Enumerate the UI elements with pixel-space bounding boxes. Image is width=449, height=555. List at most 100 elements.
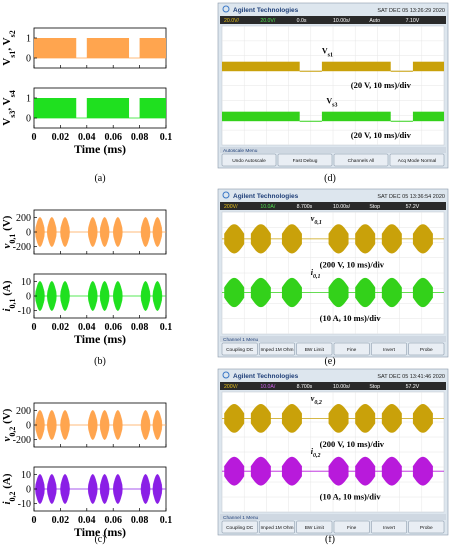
softkey-frame: [408, 520, 445, 534]
subplot-0-1: 0 1 Vs3, Vs4: [1, 87, 167, 129]
ytick-label: -200: [13, 435, 31, 446]
scope-trace1-label: Vs1: [322, 47, 333, 59]
ylabel-subscript: 0,2: [8, 427, 17, 437]
scope-trace1-burst: [224, 404, 245, 433]
xtick-label: 0.04: [78, 132, 96, 143]
ylabel-part: (A): [1, 280, 13, 298]
scope-trace2-burst: [224, 277, 245, 308]
scope-status-value: 10.00s/: [333, 204, 351, 210]
softkey-frame: [333, 520, 370, 534]
ylabel-subscript: s1: [8, 51, 17, 58]
scope-menu-title-bar: [220, 514, 446, 520]
softkey-label: Channels All: [348, 158, 375, 164]
scope-status-value: 10.00s/: [333, 384, 351, 390]
ylabel: v0,2 (V): [1, 408, 17, 441]
scope-trace1-burst: [328, 224, 349, 254]
softkey-frame: [371, 520, 407, 534]
scope-menu-title: Channel 1 Menu: [223, 337, 259, 343]
burst-envelope: [35, 281, 45, 311]
ylabel-text: v0,1 (V): [1, 215, 17, 248]
burst-envelope: [99, 410, 110, 440]
xtick-label: 0: [32, 132, 37, 143]
burst-envelope: [87, 217, 98, 247]
scope-softkey-5[interactable]: Probe: [408, 342, 445, 356]
ytick-label: -10: [18, 306, 31, 317]
scope-trace2-burst: [355, 456, 376, 486]
trace2-sub: s3: [332, 103, 337, 109]
softkey-frame: [221, 153, 277, 167]
scope-status-value: 200V/: [224, 204, 238, 210]
burst-envelope: [140, 217, 151, 247]
burst-envelope: [35, 474, 45, 504]
ylabel-part: (A): [1, 473, 13, 491]
burst-envelope: [112, 281, 123, 311]
scope-status-value: 10.0A/: [260, 384, 276, 390]
xtick-label: 0.08: [131, 322, 149, 333]
ylabel: Vs3, Vs4: [1, 90, 17, 125]
ylabel-part: i: [1, 308, 13, 312]
scope-softkey-5[interactable]: Probe: [408, 520, 445, 534]
scope-status-value: 7.10V: [406, 18, 420, 24]
ylabel-text: i0,2 (A): [1, 473, 17, 504]
trace2-sub: 0,1: [313, 274, 321, 280]
scope-softkey-2[interactable]: BW Limit: [296, 342, 333, 356]
xtick-label: 0.02: [52, 132, 70, 143]
scope-softkey-1[interactable]: Imped 1M Ohm: [259, 520, 295, 534]
ylabel-part: V: [1, 118, 13, 126]
scope-softkey-3[interactable]: Acq Mode Normal: [389, 153, 445, 167]
scope-softkey-4[interactable]: Invert: [371, 520, 407, 534]
scope-status-value: Stop: [369, 384, 380, 390]
scope-menu-title: Autoscale Menu: [223, 148, 258, 154]
softkey-frame: [259, 342, 295, 356]
scope-trace2-burst: [381, 277, 402, 308]
ylabel: i0,2 (A): [1, 473, 17, 504]
scope-softkey-0[interactable]: Coupling DC: [221, 342, 258, 356]
scope-e: Agilent Technologies SAT DEC 05 13:36:54 …: [217, 188, 449, 358]
scope-status-value: 200V/: [224, 384, 238, 390]
ytick-label: 0: [26, 485, 31, 496]
ytick-label: 0: [26, 421, 31, 432]
scope-softkey-2[interactable]: Channels All: [333, 153, 389, 167]
scope-softkey-3[interactable]: Fine: [333, 520, 370, 534]
burst-envelope: [46, 217, 57, 247]
xtick-label: 0.06: [104, 132, 122, 143]
scope-softkey-2[interactable]: BW Limit: [296, 520, 333, 534]
scope-trace2-label: i0,1: [311, 268, 321, 280]
scope-scale1: (20 V, 10 ms)/div: [351, 80, 412, 90]
scope-softkey-0[interactable]: Coupling DC: [221, 520, 258, 534]
scope-scale1: (200 V, 10 ms)/div: [320, 259, 385, 269]
softkey-frame: [277, 153, 333, 167]
scope-trace1-burst: [355, 404, 376, 433]
softkey-frame: [259, 520, 295, 534]
scope-softkey-0[interactable]: Undo Autoscale: [221, 153, 277, 167]
scope-softkey-3[interactable]: Fine: [333, 342, 370, 356]
burst-envelope: [87, 410, 98, 440]
scope-status-bar: [220, 16, 446, 24]
burst-envelope: [152, 281, 163, 311]
softkey-label: Imped 1M Ohm: [260, 525, 293, 531]
burst-envelope: [87, 281, 98, 311]
panel-label: (c): [94, 534, 105, 545]
scope-trace2-block: [412, 111, 444, 122]
xtick-label: 0: [32, 515, 37, 526]
scope-softkey-4[interactable]: Invert: [371, 342, 407, 356]
scope-trace2-block: [222, 111, 300, 122]
xtick-label: 0.06: [104, 322, 122, 333]
softkey-label: Invert: [383, 525, 396, 531]
scope-trace2-burst: [281, 456, 302, 486]
burst-envelope: [60, 281, 70, 311]
burst-envelope: [152, 410, 163, 440]
scope-softkey-1[interactable]: Fast Debug: [277, 153, 333, 167]
scope-softkey-1[interactable]: Imped 1M Ohm: [259, 342, 295, 356]
xtick-label: 0.06: [104, 515, 122, 526]
scope-timestamp: SAT DEC 05 13:26:29 2020: [377, 8, 445, 14]
burst-envelope: [46, 474, 57, 504]
pwm-block: [86, 98, 130, 118]
xtick-label: 0.1: [160, 515, 173, 526]
ytick-label: 1: [26, 34, 31, 45]
scope-status-value: 20.0V/: [260, 18, 276, 24]
scope-scale2: (10 A, 10 ms)/div: [320, 492, 382, 502]
